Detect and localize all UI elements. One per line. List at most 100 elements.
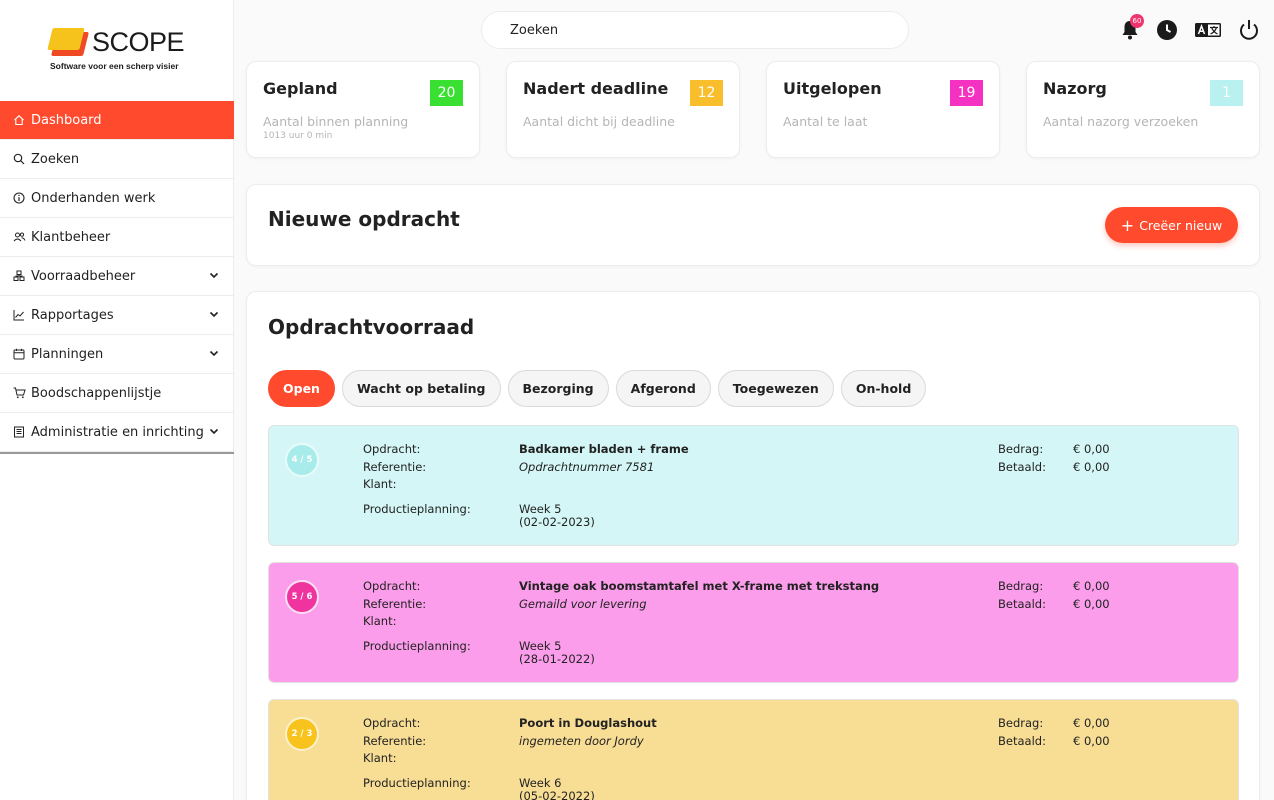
notification-badge: 60 — [1130, 14, 1144, 28]
progress-indicator: 5 / 6 — [285, 580, 319, 614]
order-name: Badkamer bladen + frame — [519, 442, 689, 456]
progress-indicator: 4 / 5 — [285, 443, 319, 477]
sidebar-item-boodschappenlijstje[interactable]: Boodschappenlijstje — [0, 374, 234, 413]
sidebar-item-label: Klantbeheer — [31, 229, 111, 245]
sidebar-item-label: Dashboard — [31, 112, 102, 128]
order-paid: € 0,00 — [1073, 734, 1110, 748]
sidebar-item-zoeken[interactable]: Zoeken — [0, 140, 234, 179]
sidebar-item-label: Onderhanden werk — [31, 190, 156, 206]
brand-name: SCOPE — [92, 27, 185, 57]
reference-label: Referentie: — [363, 460, 427, 474]
order-amount: € 0,00 — [1073, 579, 1110, 593]
order-amount: € 0,00 — [1073, 442, 1110, 456]
tab-bezorging[interactable]: Bezorging — [507, 370, 609, 407]
order-week: Week 5 — [519, 502, 562, 516]
book-icon — [12, 425, 26, 439]
stat-title: Gepland — [263, 79, 338, 98]
chevron-down-icon[interactable] — [208, 347, 220, 359]
order-card[interactable]: 2 / 3 Opdracht: Referentie: Klant: Produ… — [268, 699, 1239, 800]
orders-title: Opdrachtvoorraad — [268, 315, 475, 339]
order-date: (02-02-2023) — [519, 515, 595, 529]
order-card[interactable]: 5 / 6 Opdracht: Referentie: Klant: Produ… — [268, 562, 1239, 683]
order-date: (28-01-2022) — [519, 652, 595, 666]
stat-title: Nadert deadline — [523, 79, 669, 98]
brand-tagline: Software voor een scherp visier — [50, 61, 179, 71]
client-label: Klant: — [363, 614, 397, 628]
tab-afgerond[interactable]: Afgerond — [615, 370, 711, 407]
search-icon — [12, 152, 26, 166]
sidebar-item-label: Voorraadbeheer — [31, 268, 136, 284]
stat-card-nazorg[interactable]: Nazorg 1 Aantal nazorg verzoeken — [1026, 61, 1260, 158]
sidebar-item-planningen[interactable]: Planningen — [0, 335, 234, 374]
boxes-icon — [12, 269, 26, 283]
order-week: Week 5 — [519, 639, 562, 653]
amount-label: Bedrag: — [998, 442, 1044, 456]
client-label: Klant: — [363, 751, 397, 765]
stat-card-nadert-deadline[interactable]: Nadert deadline 12 Aantal dicht bij dead… — [506, 61, 740, 158]
order-reference: Opdrachtnummer 7581 — [519, 460, 655, 474]
tab-toegewezen[interactable]: Toegewezen — [717, 370, 834, 407]
order-amount: € 0,00 — [1073, 716, 1110, 730]
sidebar: SCOPE Software voor een scherp visier Da… — [0, 0, 234, 800]
stat-subtitle: Aantal binnen planning — [263, 114, 409, 129]
stat-subtitle: Aantal te laat — [783, 114, 868, 129]
sidebar-item-rapportages[interactable]: Rapportages — [0, 296, 234, 335]
power-icon[interactable] — [1237, 18, 1261, 42]
order-name: Poort in Douglashout — [519, 716, 657, 730]
create-new-label: Creëer nieuw — [1139, 217, 1223, 233]
amount-label: Bedrag: — [998, 579, 1044, 593]
order-card[interactable]: 4 / 5 Opdracht: Referentie: Klant: Produ… — [268, 425, 1239, 546]
order-paid: € 0,00 — [1073, 597, 1110, 611]
sidebar-item-label: Boodschappenlijstje — [31, 385, 162, 401]
stat-detail: 1013 uur 0 min — [263, 131, 333, 141]
sidebar-item-onderhanden-werk[interactable]: Onderhanden werk — [0, 179, 234, 218]
sidebar-item-administratie[interactable]: Administratie en inrichting — [0, 413, 234, 452]
stat-count-badge: 1 — [1210, 80, 1243, 106]
sidebar-item-klantbeheer[interactable]: Klantbeheer — [0, 218, 234, 257]
stat-title: Uitgelopen — [783, 79, 882, 98]
tab-open[interactable]: Open — [268, 370, 335, 407]
chevron-down-icon[interactable] — [208, 308, 220, 320]
scope-logo[interactable]: SCOPE Software voor een scherp visier — [47, 26, 200, 78]
sidebar-item-dashboard[interactable]: Dashboard — [0, 101, 234, 140]
progress-text: 4 / 5 — [291, 455, 313, 465]
orders-panel: Opdrachtvoorraad Open Wacht op betaling … — [246, 291, 1260, 800]
sidebar-item-label: Zoeken — [31, 151, 80, 167]
order-reference: Gemaild voor levering — [519, 597, 647, 611]
order-status-tabs: Open Wacht op betaling Bezorging Afgeron… — [268, 370, 927, 407]
sidebar-item-label: Administratie en inrichting — [31, 424, 204, 440]
chart-icon — [12, 308, 26, 322]
planning-label: Productieplanning: — [363, 639, 471, 653]
order-label: Opdracht: — [363, 579, 421, 593]
progress-indicator: 2 / 3 — [285, 717, 319, 751]
home-icon — [12, 113, 26, 127]
amount-label: Bedrag: — [998, 716, 1044, 730]
progress-text: 2 / 3 — [291, 729, 313, 739]
translate-icon[interactable] — [1194, 18, 1222, 42]
stat-count-badge: 20 — [430, 80, 463, 106]
plus-icon: + — [1120, 215, 1135, 235]
tab-on-hold[interactable]: On-hold — [840, 370, 927, 407]
stat-count-badge: 19 — [950, 80, 983, 106]
sidebar-item-voorraadbeheer[interactable]: Voorraadbeheer — [0, 257, 234, 296]
clock-icon[interactable] — [1155, 18, 1179, 42]
logo-mark-icon — [47, 28, 89, 56]
cart-icon — [12, 386, 26, 400]
order-date: (05-02-2022) — [519, 789, 595, 800]
order-name: Vintage oak boomstamtafel met X-frame me… — [519, 579, 880, 593]
order-reference: ingemeten door Jordy — [519, 734, 644, 748]
paid-label: Betaald: — [998, 460, 1046, 474]
paid-label: Betaald: — [998, 597, 1046, 611]
sidebar-item-label: Rapportages — [31, 307, 114, 323]
stat-count-badge: 12 — [690, 80, 723, 106]
stat-card-gepland[interactable]: Gepland 20 Aantal binnen planning 1013 u… — [246, 61, 480, 158]
search-input[interactable] — [481, 11, 909, 49]
chevron-down-icon[interactable] — [208, 269, 220, 281]
chevron-down-icon[interactable] — [208, 425, 220, 437]
create-new-button[interactable]: + Creëer nieuw — [1105, 207, 1238, 243]
stat-title: Nazorg — [1043, 79, 1107, 98]
client-label: Klant: — [363, 477, 397, 491]
order-week: Week 6 — [519, 776, 562, 790]
stat-card-uitgelopen[interactable]: Uitgelopen 19 Aantal te laat — [766, 61, 1000, 158]
tab-wacht-op-betaling[interactable]: Wacht op betaling — [341, 370, 501, 407]
